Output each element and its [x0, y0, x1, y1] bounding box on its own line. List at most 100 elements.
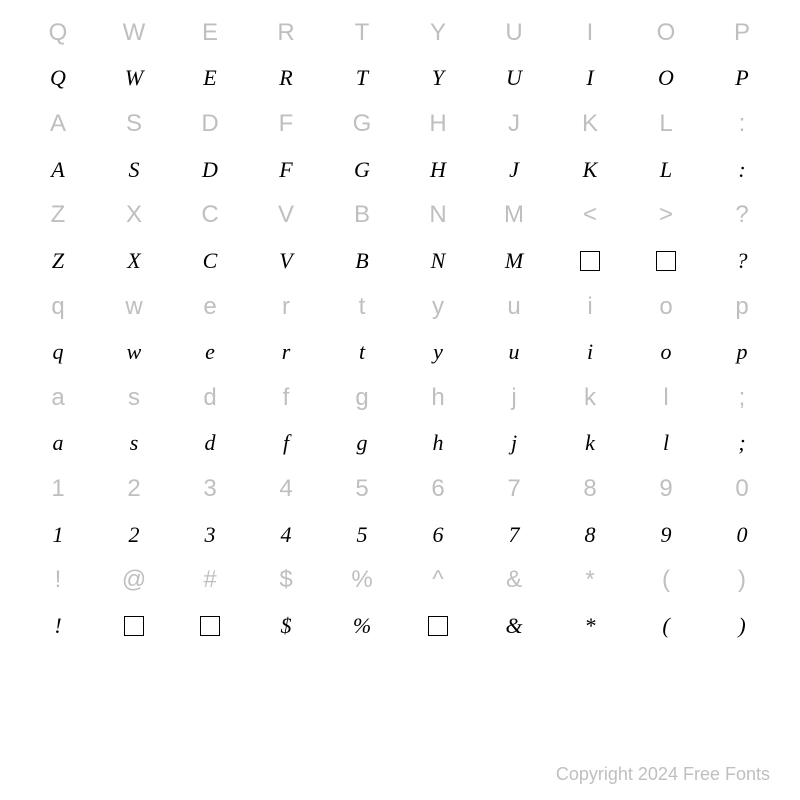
sample-glyph: 0	[704, 512, 780, 558]
sample-glyph: i	[552, 329, 628, 375]
sample-glyph: u	[476, 329, 552, 375]
reference-glyph: i	[552, 284, 628, 330]
sample-glyph: r	[248, 329, 324, 375]
sample-glyph: j	[476, 421, 552, 467]
sample-glyph: 3	[172, 512, 248, 558]
reference-glyph: P	[704, 10, 780, 56]
reference-glyph: A	[20, 101, 96, 147]
sample-glyph: 6	[400, 512, 476, 558]
copyright-text: Copyright 2024 Free Fonts	[556, 764, 770, 785]
reference-glyph: C	[172, 193, 248, 239]
reference-glyph: 3	[172, 466, 248, 512]
reference-glyph: a	[20, 375, 96, 421]
sample-glyph: 7	[476, 512, 552, 558]
reference-glyph: t	[324, 284, 400, 330]
sample-glyph: J	[476, 147, 552, 193]
sample-glyph: 2	[96, 512, 172, 558]
reference-glyph: !	[20, 558, 96, 604]
sample-glyph: y	[400, 329, 476, 375]
sample-glyph: ?	[704, 238, 780, 284]
sample-glyph: D	[172, 147, 248, 193]
reference-glyph: 2	[96, 466, 172, 512]
reference-glyph: 8	[552, 466, 628, 512]
reference-glyph: O	[628, 10, 704, 56]
reference-glyph: &	[476, 558, 552, 604]
sample-glyph: p	[704, 329, 780, 375]
reference-glyph: W	[96, 10, 172, 56]
reference-glyph: (	[628, 558, 704, 604]
character-map-grid: QWERTYUIOPQWERTYUIOPASDFGHJKL:ASDFGHJKL:…	[0, 0, 800, 740]
reference-glyph: %	[324, 558, 400, 604]
reference-glyph: J	[476, 101, 552, 147]
sample-glyph: 9	[628, 512, 704, 558]
sample-glyph: V	[248, 238, 324, 284]
sample-glyph: o	[628, 329, 704, 375]
sample-glyph: d	[172, 421, 248, 467]
reference-glyph: 9	[628, 466, 704, 512]
reference-glyph: ;	[704, 375, 780, 421]
reference-glyph: e	[172, 284, 248, 330]
reference-glyph: g	[324, 375, 400, 421]
reference-glyph: s	[96, 375, 172, 421]
reference-glyph: B	[324, 193, 400, 239]
reference-glyph: p	[704, 284, 780, 330]
reference-glyph: ?	[704, 193, 780, 239]
sample-glyph: G	[324, 147, 400, 193]
sample-glyph: e	[172, 329, 248, 375]
reference-glyph: 1	[20, 466, 96, 512]
sample-glyph: %	[324, 603, 400, 649]
reference-glyph: T	[324, 10, 400, 56]
reference-glyph: Y	[400, 10, 476, 56]
sample-glyph: N	[400, 238, 476, 284]
reference-glyph: G	[324, 101, 400, 147]
sample-glyph: t	[324, 329, 400, 375]
sample-glyph: l	[628, 421, 704, 467]
reference-glyph: H	[400, 101, 476, 147]
reference-glyph: o	[628, 284, 704, 330]
sample-glyph: B	[324, 238, 400, 284]
sample-glyph: &	[476, 603, 552, 649]
reference-glyph: R	[248, 10, 324, 56]
sample-glyph: T	[324, 56, 400, 102]
sample-glyph: E	[172, 56, 248, 102]
sample-glyph: A	[20, 147, 96, 193]
reference-glyph: q	[20, 284, 96, 330]
reference-glyph: *	[552, 558, 628, 604]
reference-glyph: >	[628, 193, 704, 239]
sample-glyph: M	[476, 238, 552, 284]
reference-glyph: F	[248, 101, 324, 147]
sample-glyph: X	[96, 238, 172, 284]
sample-glyph: $	[248, 603, 324, 649]
sample-glyph: S	[96, 147, 172, 193]
sample-glyph: )	[704, 603, 780, 649]
sample-glyph: F	[248, 147, 324, 193]
sample-glyph: q	[20, 329, 96, 375]
reference-glyph: X	[96, 193, 172, 239]
sample-glyph: U	[476, 56, 552, 102]
reference-glyph: Q	[20, 10, 96, 56]
sample-glyph: a	[20, 421, 96, 467]
sample-glyph	[172, 603, 248, 649]
sample-glyph: R	[248, 56, 324, 102]
reference-glyph: )	[704, 558, 780, 604]
reference-glyph: D	[172, 101, 248, 147]
missing-glyph-icon	[428, 616, 448, 636]
sample-glyph: H	[400, 147, 476, 193]
reference-glyph: k	[552, 375, 628, 421]
reference-glyph: M	[476, 193, 552, 239]
sample-glyph: *	[552, 603, 628, 649]
sample-glyph: f	[248, 421, 324, 467]
reference-glyph: E	[172, 10, 248, 56]
reference-glyph: :	[704, 101, 780, 147]
reference-glyph: d	[172, 375, 248, 421]
reference-glyph: I	[552, 10, 628, 56]
reference-glyph: 4	[248, 466, 324, 512]
sample-glyph: w	[96, 329, 172, 375]
reference-glyph: u	[476, 284, 552, 330]
sample-glyph: 5	[324, 512, 400, 558]
reference-glyph: f	[248, 375, 324, 421]
reference-glyph: $	[248, 558, 324, 604]
missing-glyph-icon	[656, 251, 676, 271]
reference-glyph: 0	[704, 466, 780, 512]
reference-glyph: 6	[400, 466, 476, 512]
